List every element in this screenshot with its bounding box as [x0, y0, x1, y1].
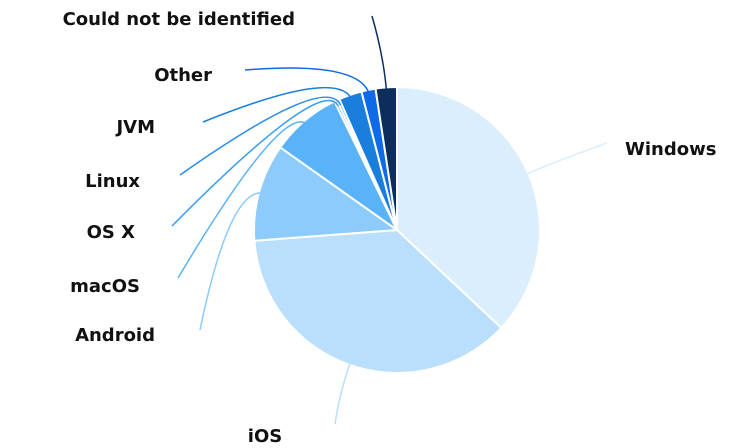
slice-label: Could not be identified	[63, 9, 295, 30]
slice-label: OS X	[87, 222, 136, 243]
leader-line	[179, 96, 342, 176]
slice-label: Android	[75, 325, 155, 346]
slice-label: Other	[154, 65, 212, 86]
leader-line	[522, 142, 608, 177]
pie-slice	[253, 146, 400, 242]
leader-line	[334, 358, 353, 425]
leader-line	[244, 67, 371, 96]
leader-line	[171, 99, 339, 227]
leader-line	[177, 121, 309, 279]
leader-line	[371, 15, 388, 94]
leader-line	[199, 192, 266, 331]
slice-label: Windows	[625, 139, 716, 160]
slice-label: macOS	[70, 276, 140, 297]
slice-label: Linux	[85, 171, 140, 192]
slice-label: iOS	[248, 426, 282, 447]
leader-line	[202, 86, 353, 123]
slice-label: JVM	[114, 117, 155, 138]
